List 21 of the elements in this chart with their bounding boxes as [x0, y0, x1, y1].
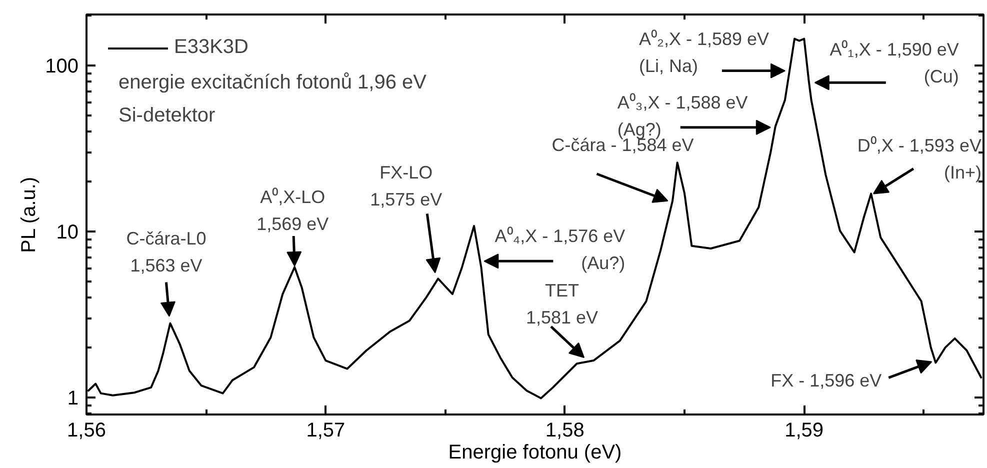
x-axis-title: Energie fotonu (eV) — [448, 442, 622, 464]
annotation: A⁰₂,X - 1,589 eV (Li, Na) — [638, 28, 770, 76]
annotation: A⁰₄,X - 1,576 eV (Au?) — [494, 226, 626, 274]
x-tick-label: 1,58 — [545, 420, 584, 442]
annotation: Si-detektor — [118, 104, 216, 126]
y-tick-label: 1 — [67, 388, 78, 410]
annotation: C-čára-L0 1,563 eV — [126, 228, 206, 276]
y-tick-label: 100 — [45, 56, 79, 78]
y-axis-title: PL (a.u.) — [18, 176, 40, 253]
x-tick-label: 1,57 — [306, 420, 346, 442]
annotation: FX-LO 1,575 eV — [370, 162, 442, 210]
annotation: FX - 1,596 eV — [770, 370, 882, 391]
annotation: D⁰,X - 1,593 eV (In+) — [857, 136, 982, 183]
annotation: TET 1,581 eV — [526, 280, 598, 328]
annotation: A⁰₁,X - 1,590 eV (Cu) — [830, 40, 959, 87]
annotation: A⁰,X-LO 1,569 eV — [256, 186, 329, 234]
y-tick-label: 10 — [56, 222, 79, 244]
x-tick-label: 1,56 — [67, 420, 106, 442]
annotation: energie excitačních fotonů 1,96 eV — [118, 72, 428, 94]
legend-label: E33K3D — [174, 36, 248, 59]
x-tick-label: 1,59 — [784, 420, 824, 442]
